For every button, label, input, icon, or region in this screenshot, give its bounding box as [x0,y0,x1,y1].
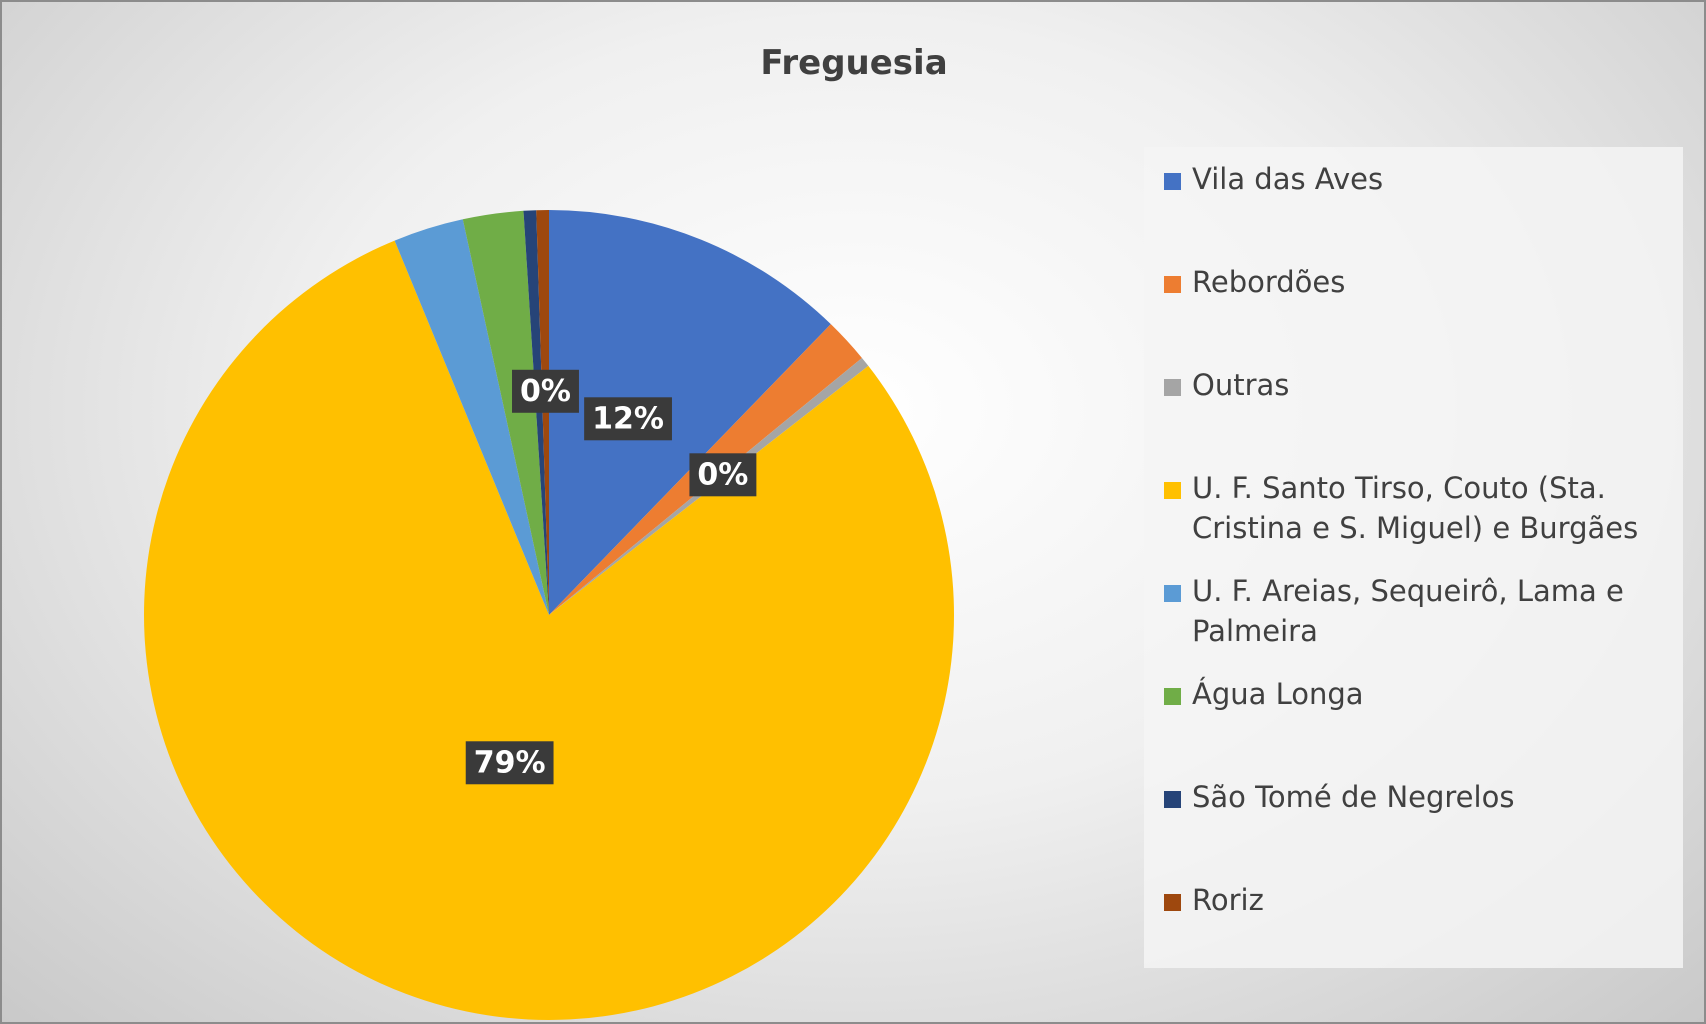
data-label: 0% [689,453,757,497]
legend-swatch [1164,276,1181,293]
data-label-box [584,397,672,441]
pie-slice [549,210,831,615]
legend-item: Outras [1164,365,1664,405]
legend-swatch [1164,482,1181,499]
legend-item: Rebordões [1164,262,1664,302]
data-label-box [689,453,757,497]
legend-text: Roriz [1192,883,1264,917]
legend-item: Vila das Aves [1164,159,1664,199]
legend-swatch [1164,688,1181,705]
data-label-box [465,741,554,785]
legend-item: U. F. Areias, Sequeirô, Lama e Palmeira [1164,571,1664,651]
legend-swatch [1164,791,1181,808]
legend-text: U. F. Santo Tirso, Couto (Sta. Cristina … [1192,471,1639,545]
data-label-text: 0% [697,457,748,492]
legend-text: Água Longa [1192,677,1364,711]
legend-text: Vila das Aves [1192,162,1384,196]
legend-item: Roriz [1164,880,1664,920]
legend-swatch [1164,894,1181,911]
legend-text: U. F. Areias, Sequeirô, Lama e Palmeira [1192,574,1624,648]
legend: Vila das Aves Rebordões Outras U. F. Santo … [1144,147,1683,968]
pie-slice [394,219,549,616]
legend-swatch [1164,585,1181,602]
legend-text: Rebordões [1192,265,1346,299]
legend-swatch [1164,379,1181,396]
data-label: 79% [465,741,554,785]
legend-text: São Tomé de Negrelos [1192,780,1515,814]
legend-item: Água Longa [1164,674,1664,714]
legend-swatch [1164,173,1181,190]
chart-title: Freguesia [760,43,947,83]
legend-text: Outras [1192,368,1290,402]
data-label-text: 79% [474,745,546,780]
data-label-box [512,369,579,413]
pie-slice [143,240,954,1020]
data-label: 12% [584,397,672,441]
legend-item: São Tomé de Negrelos [1164,777,1664,817]
data-label-text: 0% [520,374,571,409]
data-label-text: 12% [592,401,664,436]
legend-item: U. F. Santo Tirso, Couto (Sta. Cristina … [1164,468,1664,548]
pie-slice [462,210,549,615]
data-label: 0% [512,369,579,413]
